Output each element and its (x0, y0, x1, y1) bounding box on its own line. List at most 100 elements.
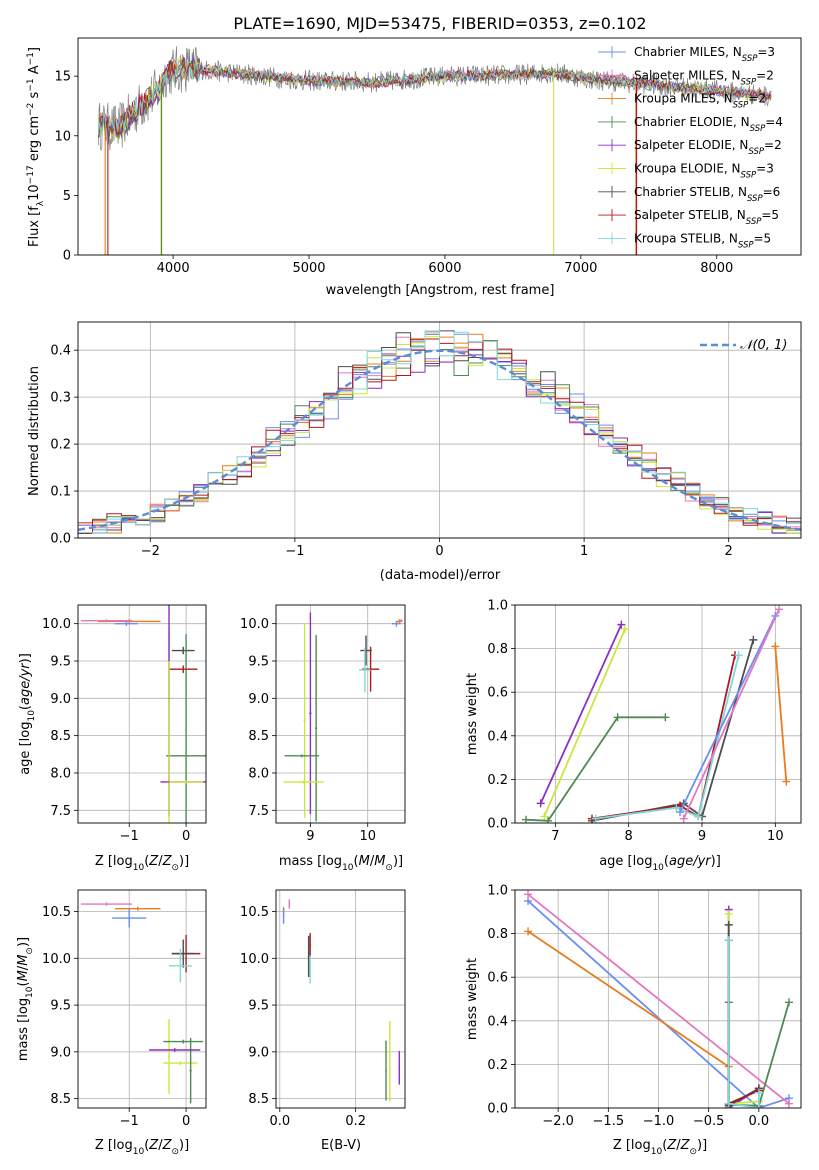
y-axis-label: mass [log10(M/M⊙)] (16, 937, 35, 1061)
plus-marker (754, 1088, 763, 1097)
x-tick-label: 8000 (700, 261, 733, 276)
label-part: M (374, 854, 385, 869)
error-point (80, 902, 133, 906)
label-part: / (676, 1138, 681, 1153)
label-part: Z [log (95, 854, 133, 869)
y-tick-label: 0.3 (50, 391, 71, 406)
y-tick-label: 0.8 (487, 642, 508, 657)
y-tick-label: 0.0 (487, 1102, 508, 1117)
plus-marker (591, 814, 600, 823)
legend-label-tail: =2 (764, 138, 782, 152)
axes-frame (77, 321, 802, 539)
legend-label: Salpeter MILES, NSSP=2 (634, 68, 774, 87)
legend-label: Chabrier ELODIE, NSSP=4 (634, 115, 783, 134)
error-point (359, 647, 371, 693)
error-point (166, 634, 206, 823)
label-part: age [log (18, 722, 33, 775)
y-tick-label: 9.5 (248, 654, 269, 669)
label-part: ( (16, 981, 31, 986)
label-part: erg cm (27, 116, 42, 165)
y-tick-label: 10.5 (240, 905, 269, 920)
legend-label-sub: SSP (741, 171, 757, 181)
label-part: 10 (27, 184, 42, 201)
y-tick-label: 8.5 (50, 1092, 71, 1107)
plot-area (80, 902, 204, 1104)
y-tick-label: 8.0 (248, 766, 269, 781)
x-tick-label: −1 (285, 544, 304, 559)
x-tick-label: −1 (120, 1114, 139, 1129)
legend-label-sub: SSP (738, 240, 754, 250)
label-part: 10 (27, 710, 37, 722)
label-part: −2 (26, 103, 36, 116)
legend-label-sub: SSP (748, 147, 764, 157)
plus-marker (621, 624, 629, 633)
error-point (171, 646, 195, 655)
label-part: 10 (25, 986, 35, 998)
label-part: ⊙ (25, 947, 35, 955)
plot-area (80, 605, 206, 823)
legend-label: Kroupa ELODIE, NSSP=3 (634, 162, 774, 181)
y-tick-label: 0.2 (487, 1058, 508, 1073)
x-tick-label: 10 (359, 829, 376, 844)
y-tick-label: 8.5 (248, 729, 269, 744)
y-tick-label: 10.0 (240, 952, 269, 967)
plus-marker (522, 815, 530, 823)
plus-marker (661, 713, 670, 722)
legend-label-base: Chabrier STELIB, N (634, 185, 747, 199)
error-point (169, 665, 198, 673)
plus-marker (724, 920, 733, 929)
error-point (282, 908, 285, 924)
error-point (80, 619, 133, 623)
x-tick-label: 8 (625, 829, 633, 844)
x-tick-label: 0 (182, 829, 190, 844)
axes-frame (77, 604, 207, 824)
x-tick-label: 9 (306, 829, 314, 844)
x-tick-label: 1 (580, 544, 588, 559)
x-tick-label: −0.5 (693, 1114, 725, 1129)
y-tick-label: 5 (63, 189, 71, 204)
label-part: M (16, 955, 31, 966)
error-point (149, 1048, 201, 1052)
error-point (303, 623, 306, 818)
legend-label-base: Chabrier MILES, N (634, 45, 742, 59)
plus-marker (524, 927, 533, 936)
plus-marker (544, 816, 552, 823)
y-tick-label: 0.6 (487, 686, 508, 701)
y-tick-label: 0.2 (50, 438, 71, 453)
weight-line-salpeter-miles (682, 609, 780, 819)
legend-label-tail: =6 (763, 185, 781, 199)
error-point (360, 635, 372, 666)
x-axis-label: mass [log10(M/M⊙)] (279, 854, 403, 873)
label-part: Z (148, 854, 159, 869)
error-point (307, 935, 310, 978)
label-part: )] (18, 653, 33, 663)
plus-marker (784, 998, 793, 1007)
label-part: ( (144, 854, 149, 869)
label-part: / (158, 1138, 163, 1153)
plus-marker (782, 777, 791, 786)
weight-line-chabrier-elodie (525, 716, 666, 822)
x-axis-label: wavelength [Angstrom, rest frame] (326, 283, 555, 298)
weight-line-chabrier-miles (527, 900, 790, 1108)
y-tick-label: 9.0 (248, 692, 269, 707)
y-tick-label: 9.0 (50, 1045, 71, 1060)
weight-line-kroupa-miles (527, 930, 730, 1068)
error-point (114, 906, 161, 911)
plus-marker (540, 812, 549, 821)
label-part: λ (36, 200, 46, 206)
label-part: ] (27, 47, 42, 52)
axes-frame (77, 37, 802, 256)
x-tick-label: 10 (767, 829, 784, 844)
error-point (114, 621, 138, 626)
y-tick-label: 0.4 (487, 1014, 508, 1029)
legend-label-base: Salpeter MILES, N (634, 68, 741, 82)
x-tick-label: 5000 (292, 261, 325, 276)
y-axis-label: mass weight (465, 958, 480, 1040)
x-tick-label: 4000 (157, 261, 190, 276)
y-tick-label: 0.4 (487, 729, 508, 744)
y-axis-label: age [log10(age/yr)] (18, 653, 37, 775)
error-point (97, 619, 161, 624)
legend-label-tail: =3 (756, 162, 774, 176)
